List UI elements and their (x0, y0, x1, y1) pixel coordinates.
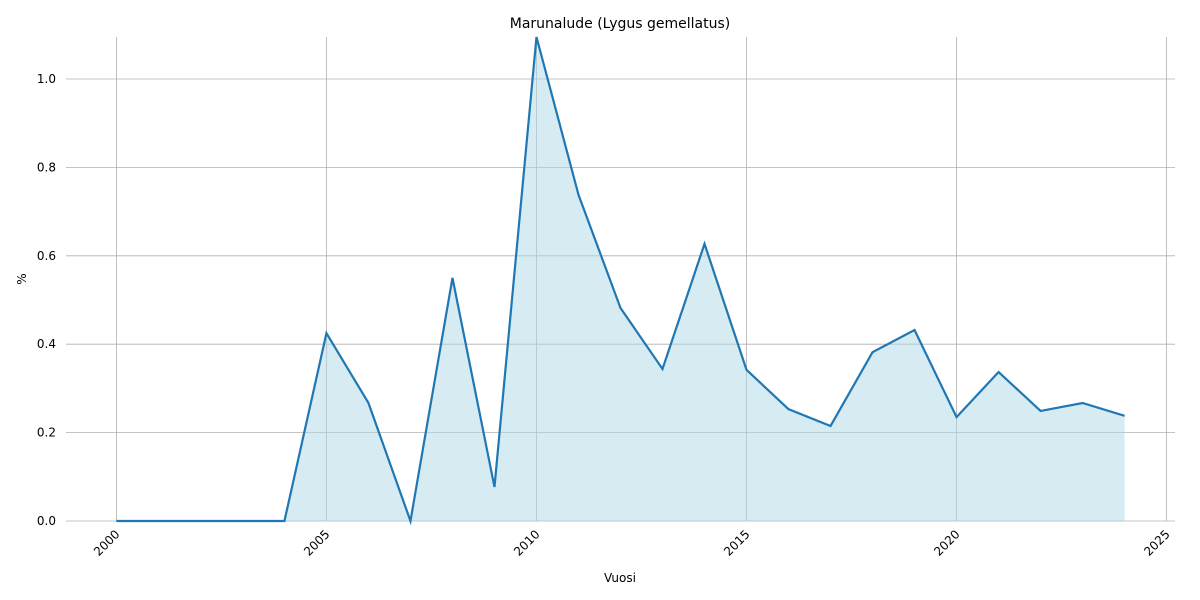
y-tick-label: 0.4 (37, 337, 56, 351)
y-tick-label: 0.6 (37, 249, 56, 263)
x-tick-label: 2010 (511, 527, 542, 558)
y-tick-label: 1.0 (37, 72, 56, 86)
area (116, 37, 1125, 521)
line (116, 36, 1125, 526)
y-tick-label: 0.8 (37, 160, 56, 174)
x-tick-label: 2000 (91, 527, 122, 558)
x-axis-label: Vuosi (604, 571, 636, 585)
x-tick-label: 2025 (1141, 527, 1172, 558)
x-tick-label: 2015 (721, 527, 752, 558)
y-tick-label: 0.2 (37, 426, 56, 440)
x-tick-label: 2005 (301, 527, 332, 558)
x-tick-label: 2020 (931, 527, 962, 558)
y-axis-label: % (15, 273, 29, 284)
chart-title: Marunalude (Lygus gemellatus) (510, 16, 730, 32)
y-tick-label: 0.0 (37, 514, 56, 528)
